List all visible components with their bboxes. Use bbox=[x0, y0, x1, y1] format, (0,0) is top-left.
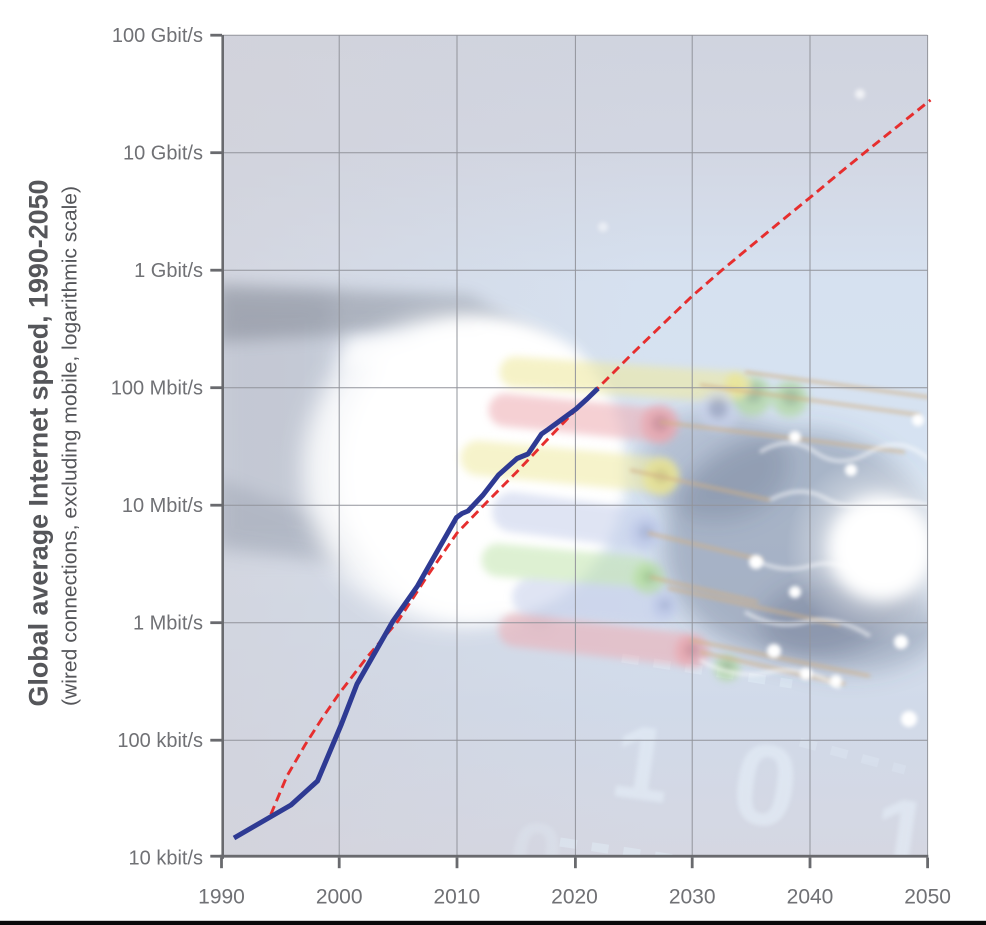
svg-text:(wired connections, excluding: (wired connections, excluding mobile, lo… bbox=[60, 186, 82, 706]
svg-text:10 kbit/s: 10 kbit/s bbox=[129, 848, 203, 870]
svg-text:10 Mbit/s: 10 Mbit/s bbox=[122, 495, 203, 517]
svg-text:100 Mbit/s: 100 Mbit/s bbox=[111, 378, 203, 400]
svg-text:2010: 2010 bbox=[433, 886, 480, 909]
svg-text:2000: 2000 bbox=[316, 886, 363, 909]
svg-text:2040: 2040 bbox=[787, 886, 834, 909]
svg-text:1 Gbit/s: 1 Gbit/s bbox=[134, 260, 203, 282]
svg-text:10 Gbit/s: 10 Gbit/s bbox=[123, 143, 203, 165]
svg-text:1 Mbit/s: 1 Mbit/s bbox=[133, 613, 203, 635]
svg-text:100 kbit/s: 100 kbit/s bbox=[117, 730, 203, 752]
svg-text:2030: 2030 bbox=[669, 886, 716, 909]
svg-text:1990: 1990 bbox=[198, 886, 245, 909]
svg-text:2050: 2050 bbox=[904, 886, 951, 909]
svg-text:100 Gbit/s: 100 Gbit/s bbox=[112, 25, 203, 47]
svg-text:2020: 2020 bbox=[551, 886, 598, 909]
svg-text:Global average Internet speed,: Global average Internet speed, 1990-2050 bbox=[24, 180, 54, 707]
